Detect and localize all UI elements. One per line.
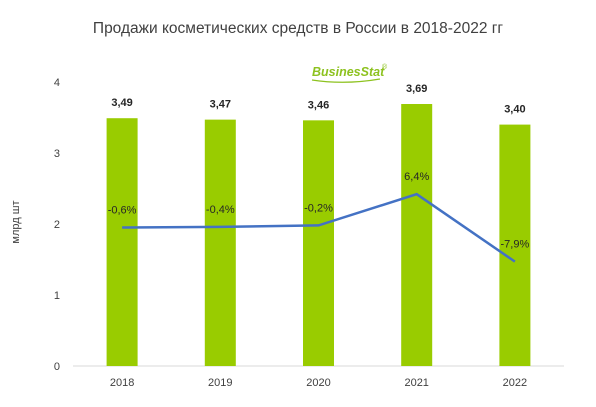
x-tick-label: 2022 (503, 377, 527, 389)
growth-rate-label: 6,4% (404, 171, 429, 183)
y-tick-label: 4 (54, 77, 60, 89)
bar (499, 124, 531, 366)
logo-registered-mark: ® (382, 63, 388, 71)
chart-title: Продажи косметических средств в России в… (92, 20, 504, 37)
x-tick-label: 2020 (306, 377, 330, 389)
bar-value-label: 3,69 (406, 83, 427, 95)
bar (204, 119, 236, 366)
y-axis-label: млрд шт (10, 200, 22, 243)
growth-rate-label: -0,4% (206, 204, 235, 216)
x-tick-label: 2021 (404, 377, 428, 389)
x-tick-label: 2019 (208, 377, 232, 389)
growth-rate-label: -0,2% (304, 202, 333, 214)
logo-swoosh (311, 78, 381, 83)
y-tick-label: 3 (54, 148, 60, 160)
y-tick-label: 0 (54, 361, 60, 373)
bar-value-label: 3,46 (308, 99, 329, 111)
logo-text: BusinesStat (312, 65, 385, 79)
x-tick-label: 2018 (110, 377, 134, 389)
businesstat-logo: BusinesStat ® (311, 63, 388, 83)
bar (303, 120, 334, 366)
growth-rate-line (122, 192, 516, 263)
y-tick-label: 1 (54, 290, 60, 302)
bar (106, 118, 138, 367)
growth-rate-label: -7,9% (501, 239, 530, 251)
growth-rate-label: -0,6% (108, 205, 137, 217)
bar-value-label: 3,40 (504, 104, 525, 116)
bar (401, 104, 433, 366)
bar-value-label: 3,47 (210, 99, 231, 111)
y-tick-label: 2 (54, 219, 60, 231)
bar-value-label: 3,49 (111, 97, 132, 109)
